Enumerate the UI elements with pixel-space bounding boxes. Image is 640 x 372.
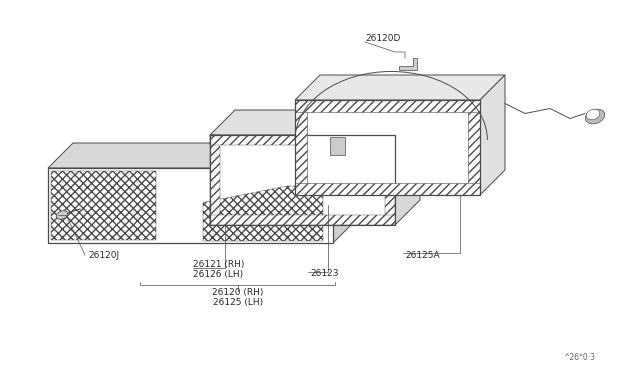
- Polygon shape: [210, 135, 395, 145]
- Polygon shape: [385, 135, 395, 225]
- Text: 26123: 26123: [310, 269, 339, 279]
- Polygon shape: [210, 135, 220, 225]
- Text: 26121 (RH): 26121 (RH): [193, 260, 244, 269]
- Polygon shape: [295, 100, 307, 195]
- Text: 26120 (RH): 26120 (RH): [212, 289, 264, 298]
- Polygon shape: [295, 183, 480, 195]
- Text: 26120J: 26120J: [88, 251, 119, 260]
- Polygon shape: [395, 110, 420, 225]
- Polygon shape: [295, 75, 505, 100]
- Text: 26125A: 26125A: [405, 250, 440, 260]
- Polygon shape: [51, 171, 156, 240]
- Polygon shape: [333, 143, 358, 243]
- Polygon shape: [203, 186, 323, 241]
- Polygon shape: [48, 143, 358, 168]
- Text: 26126 (LH): 26126 (LH): [193, 269, 243, 279]
- Ellipse shape: [56, 211, 68, 219]
- Polygon shape: [330, 137, 345, 155]
- Polygon shape: [295, 100, 480, 112]
- Polygon shape: [210, 110, 420, 135]
- Text: 26120D: 26120D: [365, 33, 401, 42]
- Polygon shape: [48, 168, 333, 243]
- Polygon shape: [210, 215, 395, 225]
- Ellipse shape: [586, 109, 605, 124]
- Polygon shape: [295, 100, 480, 195]
- Ellipse shape: [586, 109, 600, 120]
- Polygon shape: [480, 75, 505, 195]
- Text: 26125 (LH): 26125 (LH): [213, 298, 263, 307]
- Polygon shape: [468, 100, 480, 195]
- Text: ^26*0·3: ^26*0·3: [563, 353, 595, 362]
- Polygon shape: [210, 135, 395, 225]
- Polygon shape: [399, 58, 417, 70]
